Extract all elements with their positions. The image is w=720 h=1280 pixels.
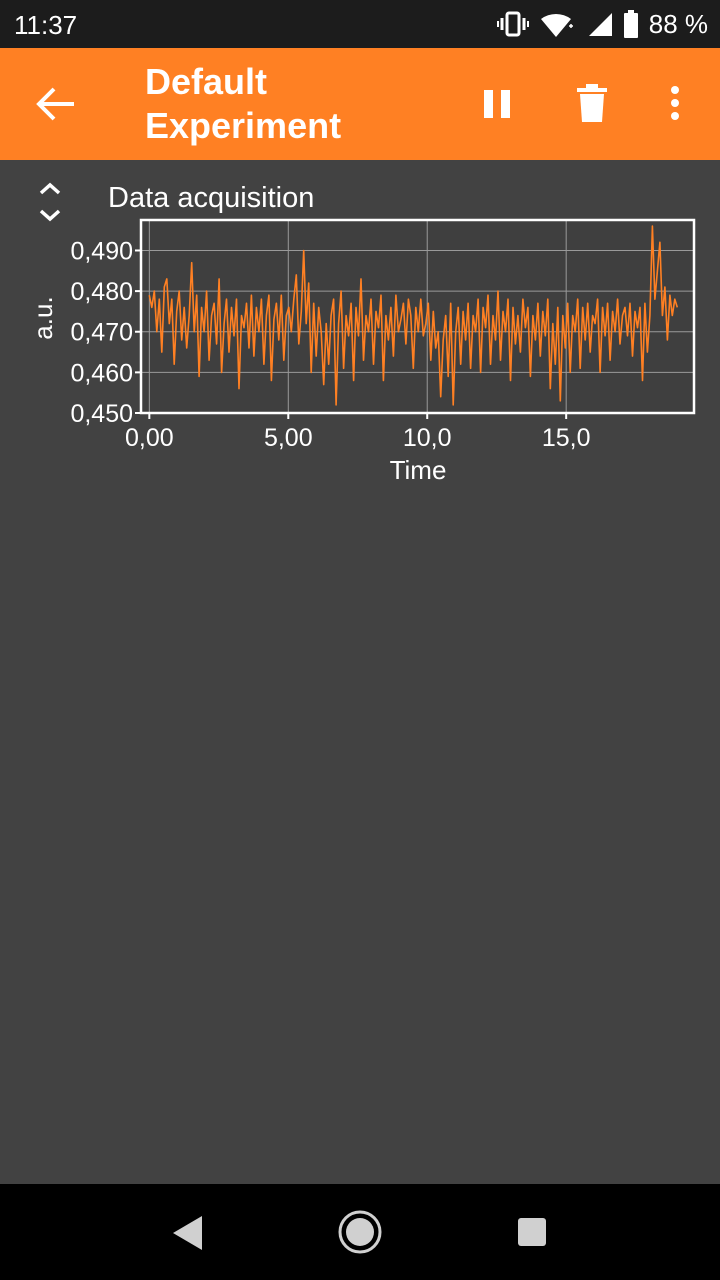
data-chart[interactable]: 0,00 5,00 10,0 15,0 0,450 0,460 0,470 0,480 0,49…	[0, 210, 720, 490]
app-bar: Default Experiment	[0, 48, 720, 160]
navigation-bar	[0, 1184, 720, 1280]
y-tick-label: 0,460	[70, 359, 133, 387]
page-title: Default Experiment	[145, 61, 342, 146]
arrow-back-icon[interactable]	[34, 84, 78, 124]
y-tick-label: 0,470	[70, 319, 133, 347]
nav-recents-icon[interactable]	[516, 1216, 548, 1248]
signal-icon	[588, 13, 612, 36]
x-tick-label: 0,00	[125, 424, 174, 452]
y-tick-label: 0,450	[70, 400, 133, 428]
y-tick-label: 0,480	[70, 278, 133, 306]
y-axis-label: a.u.	[28, 296, 58, 339]
pause-icon[interactable]	[480, 86, 514, 122]
battery-percent: 88 %	[648, 8, 708, 39]
status-time: 11:37	[14, 10, 78, 40]
status-icons: 88 %	[496, 8, 708, 40]
plot-frame	[139, 218, 696, 415]
wifi-icon	[540, 14, 573, 37]
vibrate-icon	[496, 11, 529, 37]
series-line	[148, 225, 679, 406]
battery-icon	[623, 10, 638, 38]
unfold-icon[interactable]	[28, 180, 72, 224]
x-tick-label: 10,0	[403, 424, 452, 452]
y-tick-label: 0,490	[70, 237, 133, 265]
graph-title: Data acquisition	[108, 182, 315, 214]
x-tick-label: 15,0	[542, 424, 591, 452]
delete-icon[interactable]	[574, 82, 610, 124]
nav-back-icon[interactable]	[170, 1214, 206, 1252]
more-vert-icon[interactable]	[660, 84, 690, 124]
status-bar: 11:37 88 %	[0, 0, 720, 48]
nav-home-icon[interactable]	[336, 1208, 384, 1256]
x-axis-label: Time	[390, 455, 447, 485]
x-tick-label: 5,00	[264, 424, 313, 452]
